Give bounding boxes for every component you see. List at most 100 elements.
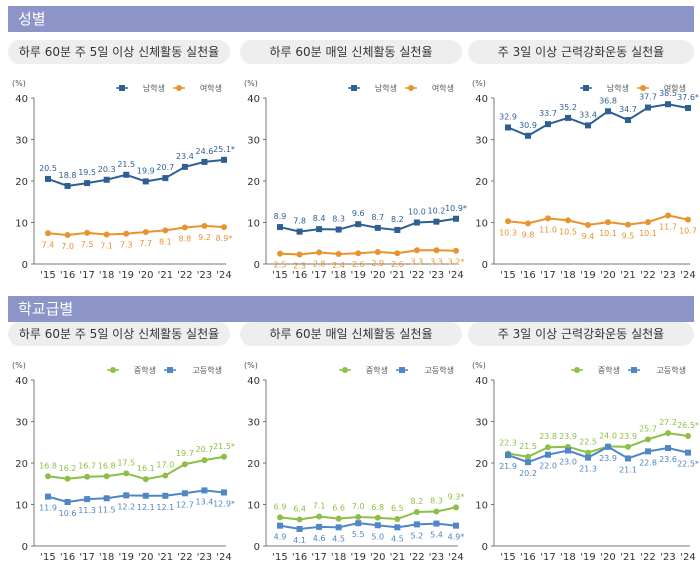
data-label: 37.6* xyxy=(677,93,699,102)
y-tick-label: 0 xyxy=(254,260,260,271)
data-label: 18.8 xyxy=(59,171,77,180)
x-tick-label: '20 xyxy=(370,270,385,281)
data-label: 25.1* xyxy=(213,145,235,154)
data-point xyxy=(453,504,459,511)
data-label: 19.9 xyxy=(137,166,155,175)
x-tick-label: '24 xyxy=(448,270,463,281)
x-tick-label: '16 xyxy=(60,552,75,563)
legend-marker xyxy=(583,85,589,91)
x-tick-label: '17 xyxy=(540,552,555,563)
data-point xyxy=(103,473,110,480)
data-label: 12.1 xyxy=(156,503,174,512)
data-point xyxy=(453,522,459,529)
x-tick-label: '16 xyxy=(292,552,307,563)
data-label: 23.0 xyxy=(559,458,577,467)
x-tick-label: '17 xyxy=(311,552,326,563)
data-label: 7.3 xyxy=(120,241,133,250)
data-point xyxy=(665,212,671,219)
chart-title: 하루 60분 매일 신체활동 실천율 xyxy=(240,322,462,346)
y-tick-label: 40 xyxy=(15,94,28,105)
data-point xyxy=(355,520,362,527)
data-label: 8.9 xyxy=(274,212,287,221)
data-label: 7.5 xyxy=(81,240,94,249)
data-label: 23.9 xyxy=(599,454,617,463)
data-point xyxy=(413,247,420,254)
data-label: 26.5* xyxy=(677,421,699,430)
data-point xyxy=(545,215,551,222)
data-label: 23.4 xyxy=(176,152,194,161)
line-chart: (%) 0 10 20 30 40 '15 '16 '17 '18 '19 '20 '21 '22 '23 '… xyxy=(244,79,467,281)
x-tick-label: '22 xyxy=(177,552,192,563)
data-label: 4.5 xyxy=(391,534,404,543)
data-point xyxy=(162,175,169,182)
data-label: 23.6 xyxy=(659,455,677,464)
x-tick-label: '21 xyxy=(390,270,405,281)
data-label: 9.2 xyxy=(198,233,211,242)
data-label: 7.7 xyxy=(139,239,152,248)
data-point xyxy=(413,508,420,515)
y-tick-label: 0 xyxy=(22,260,28,271)
data-label: 22.0 xyxy=(539,462,557,471)
data-label: 12.2 xyxy=(117,502,135,511)
data-point xyxy=(433,218,440,225)
legend-marker xyxy=(342,367,348,373)
data-label: 17.0 xyxy=(156,460,174,469)
x-tick-label: '16 xyxy=(292,270,307,281)
data-label: 10.9* xyxy=(445,204,467,213)
data-point xyxy=(277,250,283,257)
y-axis-label: (%) xyxy=(472,361,486,370)
data-point xyxy=(374,522,381,529)
line-chart: (%) 0 10 20 30 40 '15 '16 '17 '18 '19 '20 '21 '22 '23 '… xyxy=(244,361,464,563)
data-label: 30.9 xyxy=(519,121,537,130)
data-label: 3.2* xyxy=(448,258,465,267)
data-label: 5.2 xyxy=(411,531,424,540)
data-label: 23.8 xyxy=(539,432,557,441)
data-label: 5.4 xyxy=(430,531,443,540)
x-tick-label: '18 xyxy=(560,552,575,563)
y-tick-label: 10 xyxy=(475,501,488,512)
data-label: 6.4 xyxy=(293,504,306,513)
series-line xyxy=(507,214,689,227)
data-label: 8.4 xyxy=(313,214,326,223)
data-label: 17.5 xyxy=(117,458,135,467)
data-point xyxy=(221,453,227,460)
data-point xyxy=(201,457,208,464)
series-line xyxy=(47,455,225,481)
y-axis-label: (%) xyxy=(12,361,26,370)
data-label: 10.2 xyxy=(428,207,446,216)
y-axis-label: (%) xyxy=(472,79,486,88)
data-point xyxy=(665,101,671,108)
data-point xyxy=(162,492,169,499)
data-point xyxy=(545,444,551,451)
data-point xyxy=(335,515,342,522)
data-point xyxy=(296,228,303,235)
legend-marker xyxy=(176,85,182,91)
data-point xyxy=(103,231,110,238)
data-point xyxy=(625,221,631,228)
y-axis-label: (%) xyxy=(244,79,258,88)
chart-title: 하루 60분 주 5일 이상 신체활동 실천율 xyxy=(8,322,230,346)
x-tick-label: '19 xyxy=(580,552,595,563)
data-point xyxy=(64,499,71,506)
data-label: 20.7 xyxy=(156,163,174,172)
data-point xyxy=(394,524,401,531)
data-point xyxy=(433,520,440,527)
data-point xyxy=(374,224,381,231)
data-point xyxy=(335,226,342,233)
x-tick-label: '19 xyxy=(118,552,133,563)
data-point xyxy=(221,224,227,231)
x-tick-label: '18 xyxy=(331,270,346,281)
x-tick-label: '21 xyxy=(390,552,405,563)
data-point xyxy=(316,523,323,530)
legend-marker xyxy=(399,367,405,373)
data-point xyxy=(585,221,591,228)
data-label: 20.7 xyxy=(196,445,214,454)
data-label: 21.5 xyxy=(519,442,537,451)
data-point xyxy=(525,132,531,139)
data-point xyxy=(394,516,401,523)
x-tick-label: '20 xyxy=(370,552,385,563)
x-tick-label: '24 xyxy=(448,552,463,563)
data-label: 2.6 xyxy=(352,260,365,269)
x-tick-label: '21 xyxy=(620,270,635,281)
data-label: 12.9* xyxy=(213,499,235,508)
